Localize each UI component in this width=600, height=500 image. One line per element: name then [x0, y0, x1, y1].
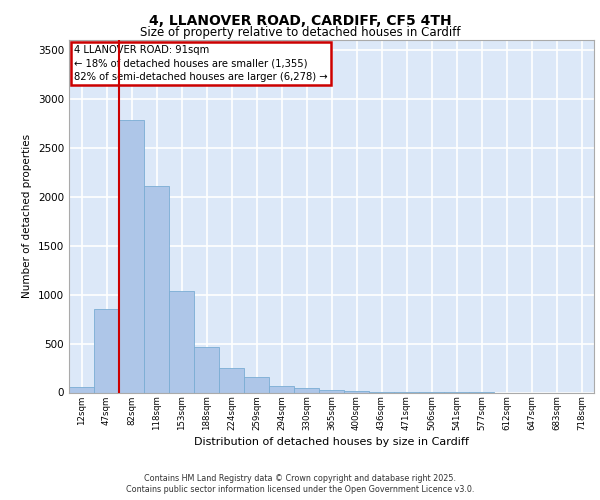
Text: Contains HM Land Registry data © Crown copyright and database right 2025.
Contai: Contains HM Land Registry data © Crown c…: [126, 474, 474, 494]
Text: Size of property relative to detached houses in Cardiff: Size of property relative to detached ho…: [140, 26, 460, 39]
Bar: [344, 391, 369, 392]
Text: 4, LLANOVER ROAD, CARDIFF, CF5 4TH: 4, LLANOVER ROAD, CARDIFF, CF5 4TH: [149, 14, 451, 28]
Bar: [244, 377, 269, 392]
Bar: [294, 388, 319, 392]
Bar: [94, 310, 119, 392]
Y-axis label: Number of detached properties: Number of detached properties: [22, 134, 32, 298]
Bar: [319, 390, 344, 392]
Bar: [169, 290, 194, 392]
Bar: [269, 386, 294, 392]
Bar: [144, 186, 169, 392]
Bar: [194, 348, 219, 393]
Bar: [119, 120, 144, 392]
Bar: [69, 387, 94, 392]
Bar: [219, 368, 244, 392]
Text: 4 LLANOVER ROAD: 91sqm
← 18% of detached houses are smaller (1,355)
82% of semi-: 4 LLANOVER ROAD: 91sqm ← 18% of detached…: [74, 46, 328, 82]
X-axis label: Distribution of detached houses by size in Cardiff: Distribution of detached houses by size …: [194, 437, 469, 447]
